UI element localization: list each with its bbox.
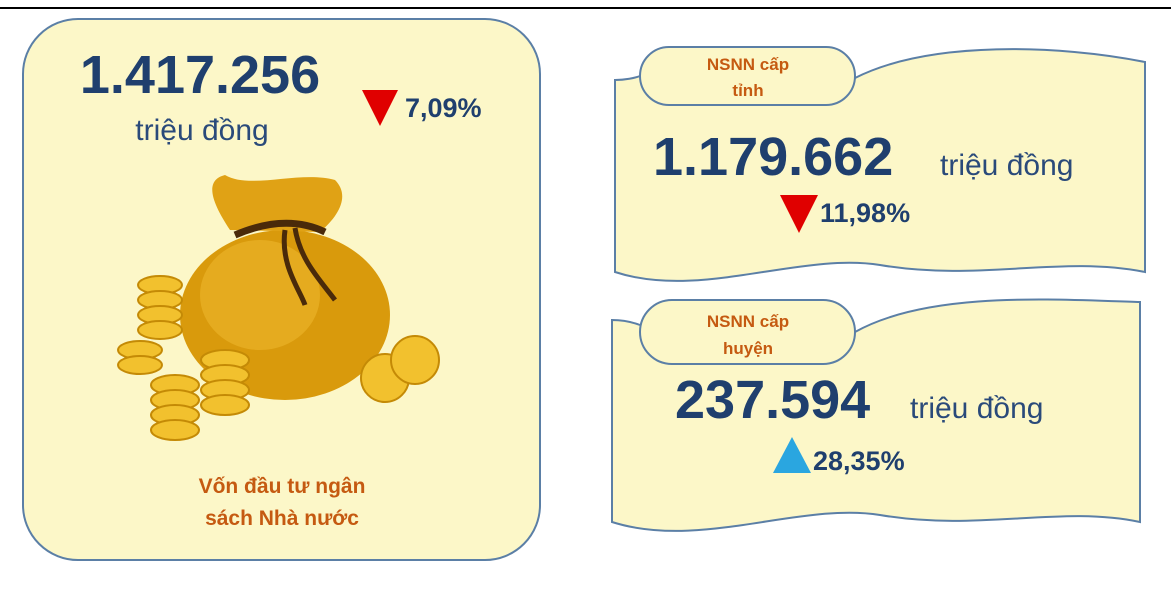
- main-label: sách Nhà nước: [205, 507, 359, 530]
- main-label: Vốn đầu tư ngân: [199, 475, 366, 498]
- card-value: 237.594: [675, 370, 870, 430]
- card-title: NSNN cấp: [707, 55, 789, 74]
- card-unit: triệu đồng: [940, 149, 1073, 182]
- card-title: huyện: [723, 339, 773, 358]
- card-title: NSNN cấp: [707, 312, 789, 331]
- card-change: 28,35%: [813, 446, 905, 476]
- main-value: 1.417.256: [80, 45, 320, 105]
- main-unit: triệu đồng: [135, 114, 268, 147]
- card-title: tỉnh: [732, 81, 763, 100]
- page: 1.417.256 triệu đồng 7,09% Vốn đầu tư ng…: [0, 0, 1171, 596]
- main-change: 7,09%: [405, 93, 482, 123]
- card-change: 11,98%: [820, 198, 910, 228]
- card-value: 1.179.662: [653, 127, 893, 187]
- infographic: 1.417.256 triệu đồng 7,09% Vốn đầu tư ng…: [0, 0, 1171, 596]
- card-unit: triệu đồng: [910, 392, 1043, 425]
